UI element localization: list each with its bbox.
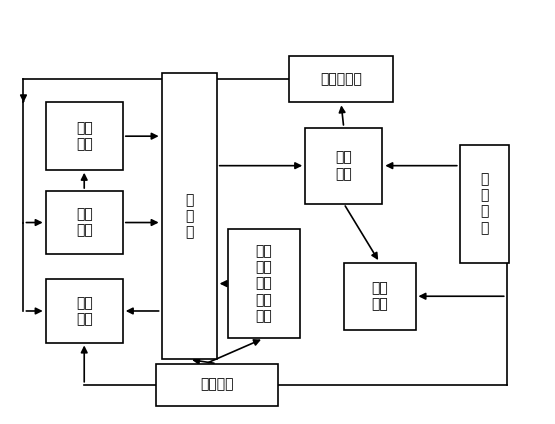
FancyBboxPatch shape (289, 56, 393, 103)
FancyBboxPatch shape (460, 145, 509, 262)
Text: 执行
模块: 执行 模块 (335, 151, 352, 181)
Text: 电源模块: 电源模块 (200, 378, 234, 392)
FancyBboxPatch shape (46, 191, 123, 254)
Text: 直流
电源
电流
采样
电路: 直流 电源 电流 采样 电路 (255, 244, 272, 323)
Text: 显示
模块: 显示 模块 (371, 281, 388, 311)
FancyBboxPatch shape (46, 279, 123, 343)
Text: 命令检测点: 命令检测点 (320, 73, 362, 86)
Text: 采集
模块: 采集 模块 (76, 121, 93, 151)
FancyBboxPatch shape (162, 73, 217, 360)
Text: 报警
模块: 报警 模块 (76, 296, 93, 326)
Text: 测
试
插
孔: 测 试 插 孔 (481, 172, 489, 235)
FancyBboxPatch shape (344, 262, 416, 330)
Text: 处
理
器: 处 理 器 (185, 193, 193, 240)
FancyBboxPatch shape (156, 364, 278, 406)
FancyBboxPatch shape (305, 128, 382, 204)
FancyBboxPatch shape (46, 103, 123, 170)
FancyBboxPatch shape (228, 229, 300, 338)
Text: 设置
模块: 设置 模块 (76, 207, 93, 237)
